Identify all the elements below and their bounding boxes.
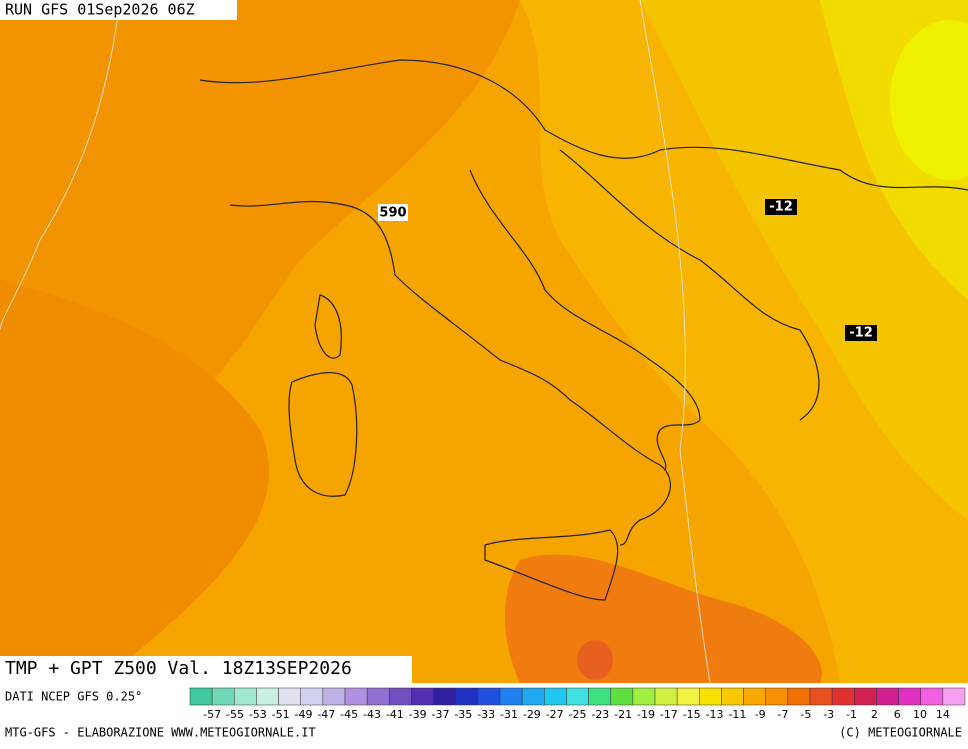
- source: DATI NCEP GFS 0.25°: [5, 690, 142, 704]
- isotherm-label: -12: [849, 326, 873, 341]
- isolines: [0, 0, 711, 684]
- coast: [559, 149, 820, 421]
- legend-swatch: [389, 687, 412, 706]
- legend-swatch: [322, 687, 346, 706]
- legend-swatch: [920, 687, 944, 706]
- legend-swatch: [256, 687, 279, 706]
- legend-label: -51: [272, 708, 290, 721]
- legend-swatch: [699, 687, 722, 706]
- legend-label: 6: [894, 708, 901, 721]
- legend-swatch: [477, 687, 501, 706]
- legend-swatch: [787, 687, 811, 706]
- hot-core: [577, 640, 613, 680]
- coast: [469, 169, 701, 471]
- label-box: [845, 325, 877, 341]
- legend-label: 10: [913, 708, 927, 721]
- legend-swatch: [366, 687, 390, 706]
- legend-swatch: [344, 687, 368, 706]
- legend-swatch: [610, 687, 634, 706]
- legend-label: -35: [454, 708, 472, 721]
- legend-label: 2: [871, 708, 878, 721]
- legend-swatch: [544, 687, 567, 706]
- legend-label: -47: [317, 708, 335, 721]
- cool-core: [890, 20, 968, 180]
- legend-label: -49: [294, 708, 312, 721]
- legend-swatch: [433, 687, 456, 706]
- map-title: TMP + GPT Z500 Val. 18Z13SEP2026: [5, 658, 352, 679]
- legend-label: -13: [706, 708, 724, 721]
- legend-swatch: [234, 687, 257, 706]
- legend-label: -41: [386, 708, 404, 721]
- legend-swatch: [831, 687, 855, 706]
- legend-label: -19: [637, 708, 655, 721]
- legend-label: -33: [477, 708, 495, 721]
- legend-label: -17: [660, 708, 678, 721]
- header-box: [0, 0, 237, 20]
- legend-label: 14: [936, 708, 950, 721]
- legend-swatch: [765, 687, 789, 706]
- legend-swatch: [521, 687, 545, 706]
- legend-swatch: [676, 687, 700, 706]
- legend-label: -29: [523, 708, 541, 721]
- sicily: [484, 529, 619, 601]
- coast: [229, 200, 671, 546]
- border: [199, 59, 968, 191]
- legend-label: -11: [728, 708, 746, 721]
- isoline: [639, 0, 711, 684]
- coastlines: [199, 59, 968, 601]
- contour-label: 590: [379, 206, 406, 221]
- legend-label: -27: [546, 708, 564, 721]
- legend-label: -45: [340, 708, 358, 721]
- title-box: [0, 656, 412, 683]
- legend-swatch: [566, 687, 589, 706]
- legend-swatch: [211, 687, 235, 706]
- isotherm-label: -12: [769, 200, 793, 215]
- legend-swatch: [942, 687, 966, 706]
- legend-label: -3: [823, 708, 834, 721]
- legend-label: -23: [591, 708, 609, 721]
- legend-swatch: [854, 687, 877, 706]
- label-box: [765, 199, 797, 215]
- legend-label: -7: [778, 708, 789, 721]
- legend-swatch: [632, 687, 656, 706]
- legend-label: -21: [614, 708, 632, 721]
- legend-swatch: [654, 687, 678, 706]
- legend-swatch: [876, 687, 899, 706]
- legend-label: -39: [409, 708, 427, 721]
- color-legend: -57 -55 -53 -51 -49 -47 -45 -43 -41 -39 -37 -35 -33-…: [189, 687, 966, 721]
- footer-right: (C) METEOGIORNALE: [839, 726, 962, 740]
- legend-label: -1: [846, 708, 857, 721]
- run-info: RUN GFS 01Sep2026 06Z: [5, 1, 195, 19]
- legend-label: -53: [249, 708, 267, 721]
- legend-swatch: [278, 687, 301, 706]
- legend-label: -15: [683, 708, 701, 721]
- legend-label: -31: [500, 708, 518, 721]
- legend-label: -9: [755, 708, 766, 721]
- legend-swatch: [300, 687, 324, 706]
- warm-zone: [0, 280, 270, 683]
- legend-label: -43: [363, 708, 381, 721]
- legend-label: -5: [800, 708, 811, 721]
- legend-swatch: [499, 687, 523, 706]
- legend-swatch: [455, 687, 479, 706]
- legend-swatch: [743, 687, 766, 706]
- legend-label: -25: [569, 708, 587, 721]
- label-box: [378, 204, 408, 221]
- legend-label: -37: [432, 708, 450, 721]
- legend-swatch: [809, 687, 833, 706]
- legend-swatch: [411, 687, 434, 706]
- legend-swatch: [588, 687, 611, 706]
- footer-left: MTG-GFS - ELABORAZIONE WWW.METEOGIORNALE…: [5, 726, 316, 740]
- isoline: [0, 0, 121, 331]
- legend-swatch: [721, 687, 744, 706]
- legend-label: -57: [203, 708, 221, 721]
- legend-swatch: [898, 687, 921, 706]
- legend-label: -55: [226, 708, 244, 721]
- legend-swatch: [189, 687, 213, 706]
- sardinia: [288, 372, 358, 497]
- corsica: [314, 294, 342, 359]
